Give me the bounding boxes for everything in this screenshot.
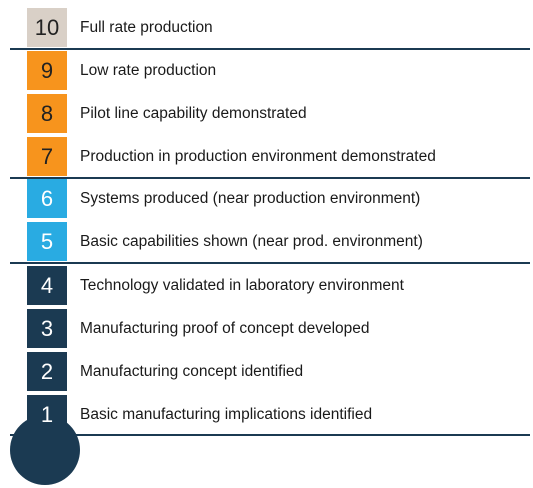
level-label: Low rate production — [80, 62, 217, 79]
level-number: 2 — [27, 352, 67, 391]
level-number: 4 — [27, 266, 67, 305]
level-label: Production in production environment dem… — [80, 148, 436, 165]
level-number: 10 — [27, 8, 67, 47]
level-label: Systems produced (near production enviro… — [80, 190, 421, 207]
level-number: 5 — [27, 222, 67, 261]
level-number: 1 — [27, 395, 67, 434]
level-number: 7 — [27, 137, 67, 176]
group-separator — [10, 434, 530, 436]
group-separator — [10, 262, 530, 264]
level-label: Basic capabilities shown (near prod. env… — [80, 233, 423, 250]
level-number: 6 — [27, 179, 67, 218]
level-label: Full rate production — [80, 19, 213, 36]
level-label: Basic manufacturing implications identif… — [80, 406, 373, 423]
group-separator — [10, 48, 530, 50]
level-label: Manufacturing proof of concept developed — [80, 320, 370, 337]
level-number: 9 — [27, 51, 67, 90]
level-number: 3 — [27, 309, 67, 348]
level-label: Pilot line capability demonstrated — [80, 105, 307, 122]
level-label: Technology validated in laboratory envir… — [80, 277, 404, 294]
level-number: 8 — [27, 94, 67, 133]
level-label: Manufacturing concept identified — [80, 363, 304, 380]
group-separator — [10, 177, 530, 179]
